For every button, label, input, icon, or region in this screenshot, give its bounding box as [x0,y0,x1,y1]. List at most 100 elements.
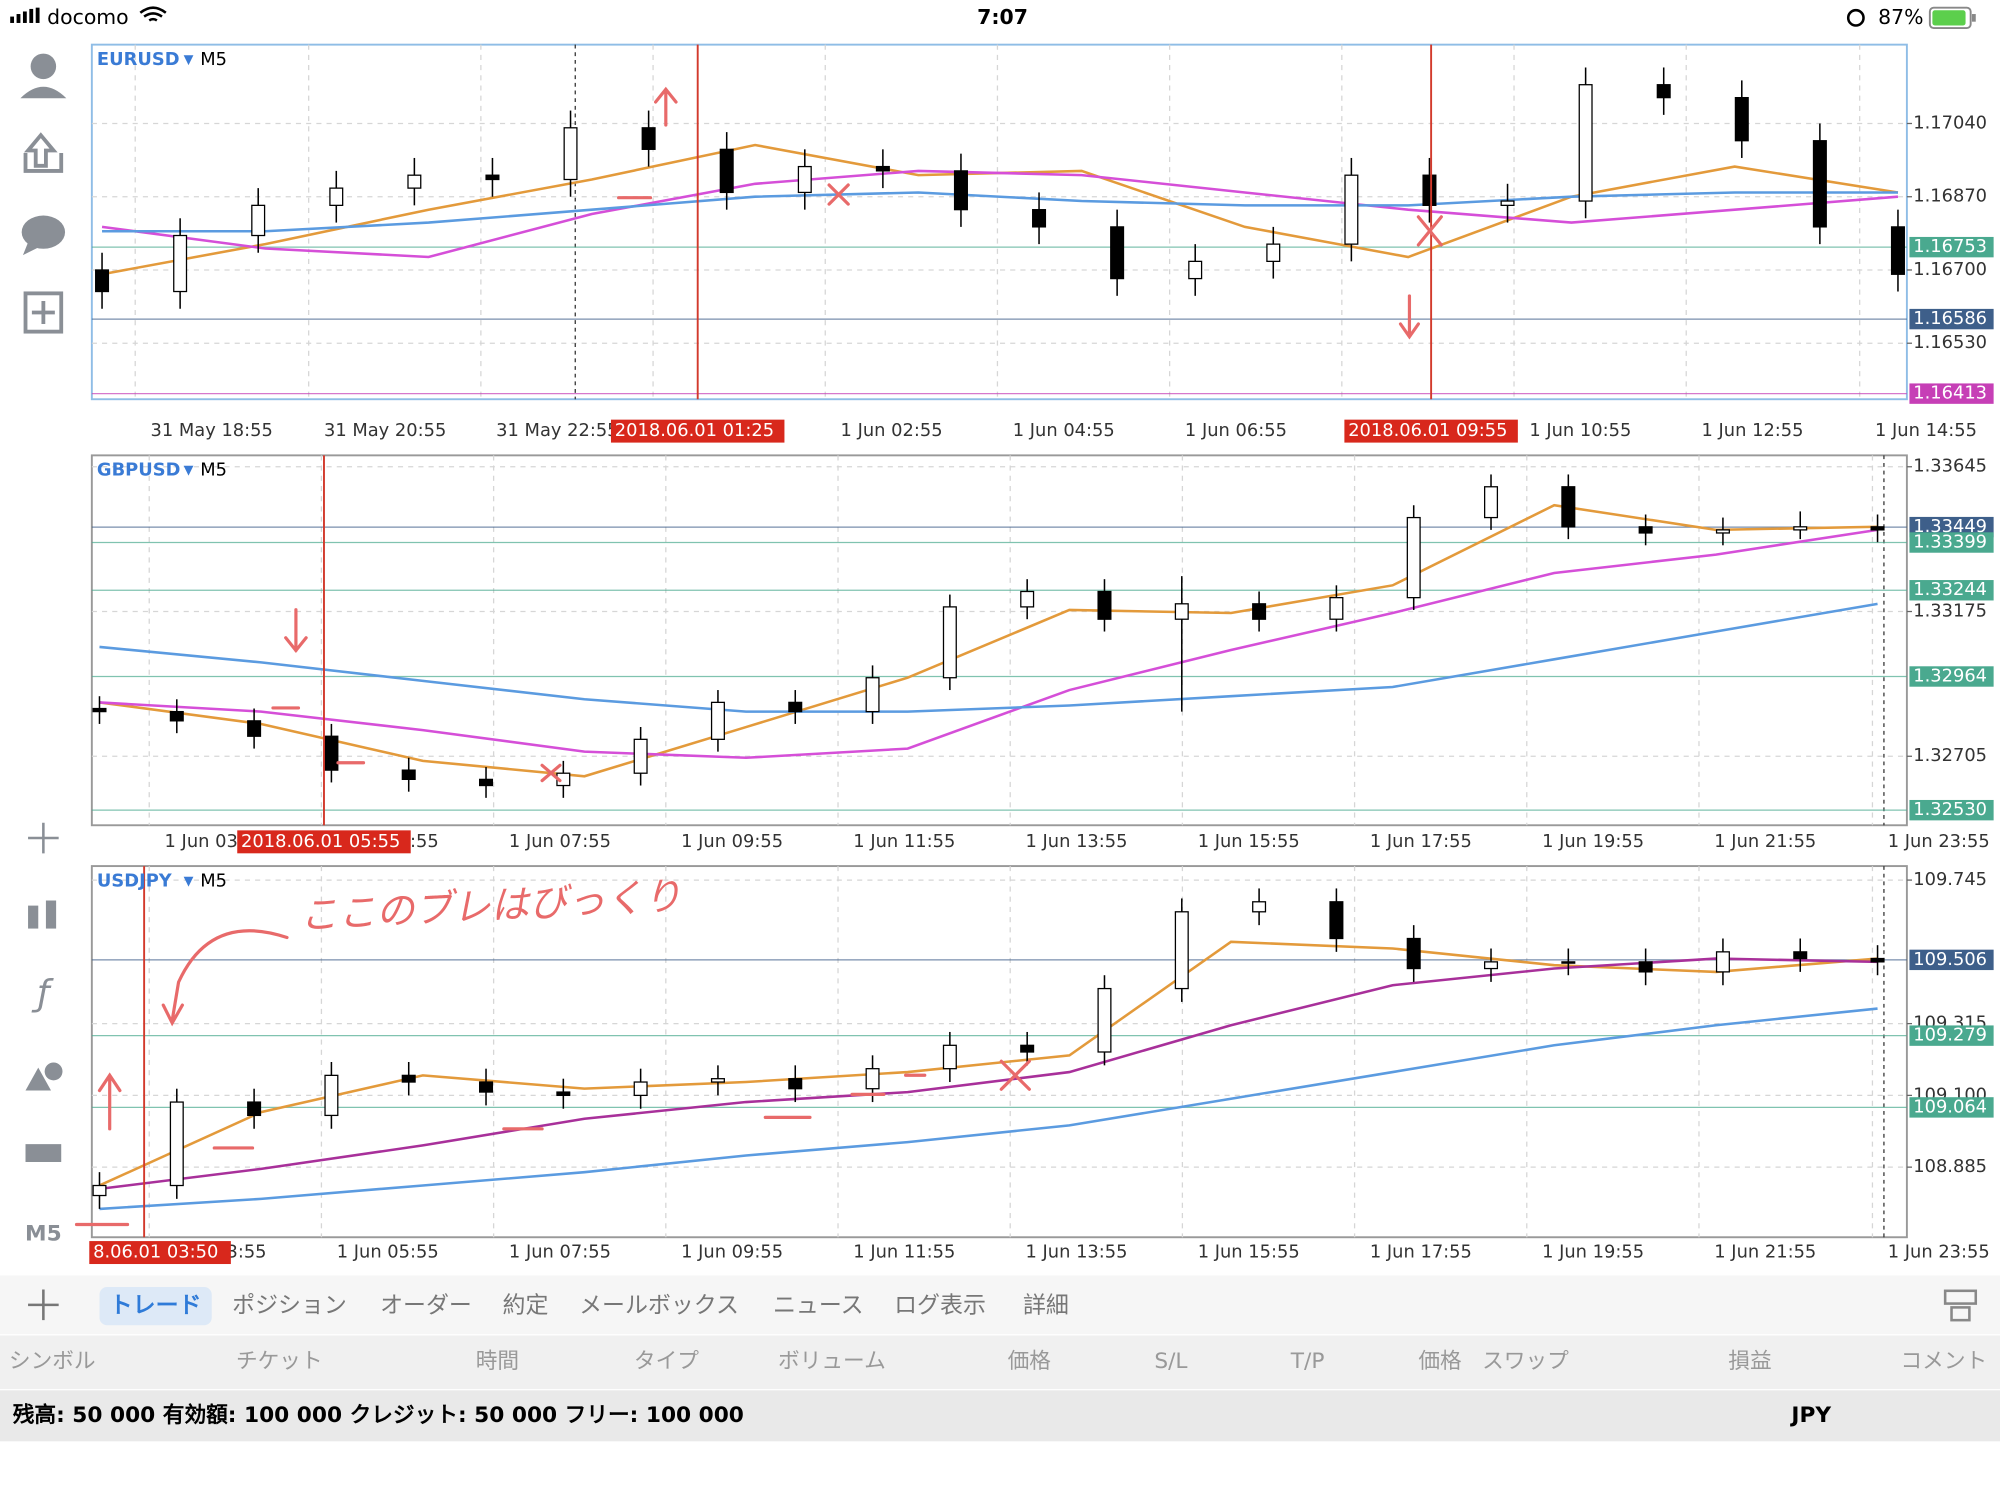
candle-body [865,1068,880,1090]
symbol[interactable]: GBPUSD [97,460,180,481]
marker-label-box [1344,419,1518,443]
price-level-box [1909,1025,1994,1046]
timeframe-button[interactable]: M5 [25,1222,62,1247]
moving-average [99,528,1878,760]
y-tick-label: 109.745 [1913,869,1987,890]
candle-body [407,174,422,189]
tab[interactable]: ログ表示 [894,1293,986,1319]
timeframe: M5 [200,49,227,70]
tab[interactable]: オーダー [380,1293,472,1319]
candle-body [1406,937,1421,970]
x-tick-label: 1 Jun 15:55 [1198,1242,1300,1263]
candle-body [942,606,957,679]
marker-label: 8.06.01 03:50 [93,1242,218,1263]
candle-body [1020,1044,1035,1053]
tab[interactable]: 詳細 [1023,1293,1069,1319]
candle-body [788,701,803,713]
price-level-box [1909,308,1994,330]
candle-body [1188,260,1203,280]
tab[interactable]: ポジション [232,1293,347,1319]
x-tick-label: 1 Jun 02:55 [841,420,943,441]
x-tick-label: 1 Jun 23:55 [1888,1242,1990,1263]
timeframe: M5 [200,870,227,891]
candle-body [1032,209,1047,228]
layout-button[interactable] [1943,1289,1978,1305]
tabs: トレード ポジション オーダー 約定 メールボックス ニュース ログ表示 詳細 [110,1293,1069,1319]
tab[interactable]: 約定 [503,1293,549,1319]
dropdown-icon[interactable]: ▼ [184,52,194,67]
x-tick-label: 1 Jun 19:55 [1542,1242,1644,1263]
candle-body [788,1078,803,1090]
tab[interactable]: トレード [110,1293,202,1319]
candle-body [1715,529,1730,534]
candle-body [479,1081,494,1093]
candle-body [1561,486,1576,528]
x-tick-label: 1 Jun 23:55 [1888,831,1990,852]
marker-label-box [237,830,411,854]
candle-body [1422,174,1437,206]
x-tick-label: 1 Jun 13:55 [1026,1242,1128,1263]
price-level-box [1909,799,1994,821]
price-level-label: 1.16413 [1913,383,1987,404]
candle-body [953,170,968,211]
plot-frame [90,865,1908,1239]
price-level-box [1909,516,1994,538]
column-label: コメント [1901,1349,1988,1374]
candle-body [485,174,500,181]
dropdown-icon[interactable]: ▼ [184,463,194,478]
candle-body [1870,526,1885,531]
toolbar[interactable]: ƒ [20,53,67,1162]
dropdown-icon[interactable]: ▼ [184,874,194,889]
candle-body [329,187,344,206]
handwritten-marks [74,86,1443,1227]
candle-body [1329,901,1344,940]
candle-body [1638,526,1653,534]
svg-text:ƒ: ƒ [31,973,54,1014]
candle-body [1715,951,1730,973]
y-tick-label: 1.16700 [1913,259,1987,280]
timeframe: M5 [200,460,227,481]
plot-frame [90,43,1908,401]
candle-body [1344,174,1359,245]
candle-body [1174,911,1189,990]
candle-body [479,778,494,787]
candle-body [169,1101,184,1187]
price-level-label: 1.33244 [1913,579,1987,600]
tab-highlight [99,1286,212,1326]
y-tick-label: 1.32705 [1913,745,1987,766]
tab-bar [0,1275,2000,1335]
candle-body [1734,96,1749,142]
x-tick-label: 1 Jun 07:55 [509,1242,611,1263]
price-level-label: 109.506 [1913,949,1987,970]
candle-body [247,720,262,737]
candle-body [251,204,266,237]
price-level-box [1909,1097,1994,1118]
candle-body [1656,84,1671,99]
x-tick-label: 1 Jun 14:55 [1875,420,1977,441]
tab[interactable]: ニュース [773,1293,864,1319]
price-level-box [1909,383,1994,404]
tab[interactable]: メールボックス [579,1293,739,1319]
marker-label-box [89,1241,231,1265]
candle-body [1890,226,1905,275]
candle-body [401,769,416,781]
moving-average [99,957,1878,1191]
candle-body [1329,597,1344,620]
column-label: 損益 [1728,1349,1771,1374]
x-tick-label: 1 Jun 11:55 [853,1242,955,1263]
y-tick-label: 1.33175 [1913,601,1987,622]
candle-body [173,234,188,293]
candle-body [1561,961,1576,964]
price-level-box [1909,949,1994,971]
price-level-box [1909,236,1994,258]
symbol[interactable]: EURUSD [97,49,180,70]
marker-label: 2018.06.01 01:25 [615,420,774,441]
add-button[interactable] [28,1289,59,1321]
y-tick-label: 1.17040 [1913,112,1987,133]
candle-body [1252,901,1267,913]
symbol[interactable]: USDJPY [97,870,173,891]
price-level-label: 1.16753 [1913,236,1987,257]
currency: JPY [1789,1403,1831,1428]
